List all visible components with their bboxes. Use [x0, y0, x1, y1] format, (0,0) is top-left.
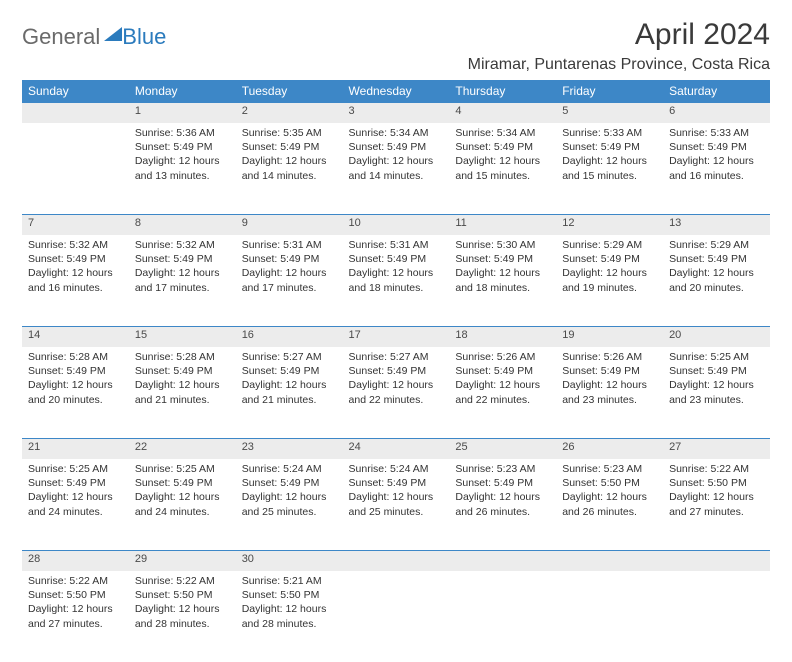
day-detail-cell: Sunrise: 5:22 AMSunset: 5:50 PMDaylight:… — [663, 459, 770, 551]
day-number-cell: 6 — [663, 103, 770, 124]
day-detail-cell: Sunrise: 5:23 AMSunset: 5:50 PMDaylight:… — [556, 459, 663, 551]
day-detail-cell: Sunrise: 5:35 AMSunset: 5:49 PMDaylight:… — [236, 123, 343, 215]
day-detail-row: Sunrise: 5:32 AMSunset: 5:49 PMDaylight:… — [22, 235, 770, 327]
location-label: Miramar, Puntarenas Province, Costa Rica — [468, 56, 770, 74]
day-number-cell: 23 — [236, 439, 343, 460]
day-detail-cell: Sunrise: 5:25 AMSunset: 5:49 PMDaylight:… — [663, 347, 770, 439]
weekday-header: Saturday — [663, 80, 770, 103]
day-number-cell: 18 — [449, 327, 556, 348]
day-detail-cell: Sunrise: 5:27 AMSunset: 5:49 PMDaylight:… — [343, 347, 450, 439]
day-number-row: 282930 — [22, 551, 770, 572]
weekday-header: Thursday — [449, 80, 556, 103]
weekday-header: Sunday — [22, 80, 129, 103]
day-detail-cell: Sunrise: 5:22 AMSunset: 5:50 PMDaylight:… — [129, 571, 236, 662]
day-detail-cell: Sunrise: 5:22 AMSunset: 5:50 PMDaylight:… — [22, 571, 129, 662]
day-number-cell — [663, 551, 770, 572]
day-detail-cell: Sunrise: 5:25 AMSunset: 5:49 PMDaylight:… — [22, 459, 129, 551]
day-detail-cell: Sunrise: 5:29 AMSunset: 5:49 PMDaylight:… — [663, 235, 770, 327]
day-detail-row: Sunrise: 5:28 AMSunset: 5:49 PMDaylight:… — [22, 347, 770, 439]
day-detail-cell: Sunrise: 5:28 AMSunset: 5:49 PMDaylight:… — [129, 347, 236, 439]
day-number-cell: 9 — [236, 215, 343, 236]
day-number-row: 21222324252627 — [22, 439, 770, 460]
day-detail-cell: Sunrise: 5:34 AMSunset: 5:49 PMDaylight:… — [449, 123, 556, 215]
day-number-cell: 1 — [129, 103, 236, 124]
day-detail-cell: Sunrise: 5:27 AMSunset: 5:49 PMDaylight:… — [236, 347, 343, 439]
day-number-cell: 20 — [663, 327, 770, 348]
day-number-cell: 27 — [663, 439, 770, 460]
day-number-cell: 11 — [449, 215, 556, 236]
day-number-cell: 22 — [129, 439, 236, 460]
day-number-row: 78910111213 — [22, 215, 770, 236]
weekday-header: Friday — [556, 80, 663, 103]
title-block: April 2024 Miramar, Puntarenas Province,… — [468, 18, 770, 74]
day-detail-cell: Sunrise: 5:23 AMSunset: 5:49 PMDaylight:… — [449, 459, 556, 551]
day-number-cell: 12 — [556, 215, 663, 236]
day-detail-cell — [22, 123, 129, 215]
day-detail-cell: Sunrise: 5:30 AMSunset: 5:49 PMDaylight:… — [449, 235, 556, 327]
day-number-cell: 17 — [343, 327, 450, 348]
day-detail-cell: Sunrise: 5:21 AMSunset: 5:50 PMDaylight:… — [236, 571, 343, 662]
weekday-header-row: Sunday Monday Tuesday Wednesday Thursday… — [22, 80, 770, 103]
logo-text-general: General — [22, 24, 100, 50]
day-number-cell: 15 — [129, 327, 236, 348]
day-detail-row: Sunrise: 5:36 AMSunset: 5:49 PMDaylight:… — [22, 123, 770, 215]
day-number-cell: 4 — [449, 103, 556, 124]
day-number-cell — [343, 551, 450, 572]
day-detail-cell: Sunrise: 5:26 AMSunset: 5:49 PMDaylight:… — [556, 347, 663, 439]
month-title: April 2024 — [468, 18, 770, 52]
day-detail-row: Sunrise: 5:22 AMSunset: 5:50 PMDaylight:… — [22, 571, 770, 662]
day-number-cell: 30 — [236, 551, 343, 572]
day-number-cell: 5 — [556, 103, 663, 124]
logo: General Blue — [22, 24, 166, 50]
day-number-cell: 25 — [449, 439, 556, 460]
day-number-cell: 8 — [129, 215, 236, 236]
day-detail-cell: Sunrise: 5:34 AMSunset: 5:49 PMDaylight:… — [343, 123, 450, 215]
day-detail-cell: Sunrise: 5:29 AMSunset: 5:49 PMDaylight:… — [556, 235, 663, 327]
day-number-cell: 19 — [556, 327, 663, 348]
day-detail-cell: Sunrise: 5:26 AMSunset: 5:49 PMDaylight:… — [449, 347, 556, 439]
logo-triangle-icon — [104, 27, 122, 41]
day-number-cell: 26 — [556, 439, 663, 460]
weekday-header: Tuesday — [236, 80, 343, 103]
day-detail-cell: Sunrise: 5:24 AMSunset: 5:49 PMDaylight:… — [236, 459, 343, 551]
day-detail-cell: Sunrise: 5:32 AMSunset: 5:49 PMDaylight:… — [22, 235, 129, 327]
day-number-cell — [22, 103, 129, 124]
day-number-cell — [449, 551, 556, 572]
day-number-row: 123456 — [22, 103, 770, 124]
calendar-table: Sunday Monday Tuesday Wednesday Thursday… — [22, 80, 770, 662]
day-number-cell: 28 — [22, 551, 129, 572]
day-number-cell: 7 — [22, 215, 129, 236]
weekday-header: Wednesday — [343, 80, 450, 103]
day-number-cell — [556, 551, 663, 572]
day-detail-cell: Sunrise: 5:24 AMSunset: 5:49 PMDaylight:… — [343, 459, 450, 551]
day-detail-row: Sunrise: 5:25 AMSunset: 5:49 PMDaylight:… — [22, 459, 770, 551]
day-detail-cell: Sunrise: 5:31 AMSunset: 5:49 PMDaylight:… — [343, 235, 450, 327]
day-detail-cell — [556, 571, 663, 662]
day-number-cell: 14 — [22, 327, 129, 348]
day-number-cell: 3 — [343, 103, 450, 124]
day-number-cell: 24 — [343, 439, 450, 460]
day-number-cell: 10 — [343, 215, 450, 236]
header-bar: General Blue April 2024 Miramar, Puntare… — [22, 18, 770, 74]
logo-text-blue: Blue — [122, 24, 166, 50]
day-number-cell: 2 — [236, 103, 343, 124]
day-detail-cell: Sunrise: 5:31 AMSunset: 5:49 PMDaylight:… — [236, 235, 343, 327]
day-detail-cell: Sunrise: 5:32 AMSunset: 5:49 PMDaylight:… — [129, 235, 236, 327]
day-detail-cell: Sunrise: 5:36 AMSunset: 5:49 PMDaylight:… — [129, 123, 236, 215]
day-number-cell: 16 — [236, 327, 343, 348]
day-detail-cell — [449, 571, 556, 662]
weekday-header: Monday — [129, 80, 236, 103]
day-number-row: 14151617181920 — [22, 327, 770, 348]
day-number-cell: 21 — [22, 439, 129, 460]
day-detail-cell: Sunrise: 5:33 AMSunset: 5:49 PMDaylight:… — [663, 123, 770, 215]
day-detail-cell: Sunrise: 5:25 AMSunset: 5:49 PMDaylight:… — [129, 459, 236, 551]
day-detail-cell — [663, 571, 770, 662]
day-number-cell: 29 — [129, 551, 236, 572]
day-number-cell: 13 — [663, 215, 770, 236]
day-detail-cell: Sunrise: 5:28 AMSunset: 5:49 PMDaylight:… — [22, 347, 129, 439]
day-detail-cell — [343, 571, 450, 662]
day-detail-cell: Sunrise: 5:33 AMSunset: 5:49 PMDaylight:… — [556, 123, 663, 215]
